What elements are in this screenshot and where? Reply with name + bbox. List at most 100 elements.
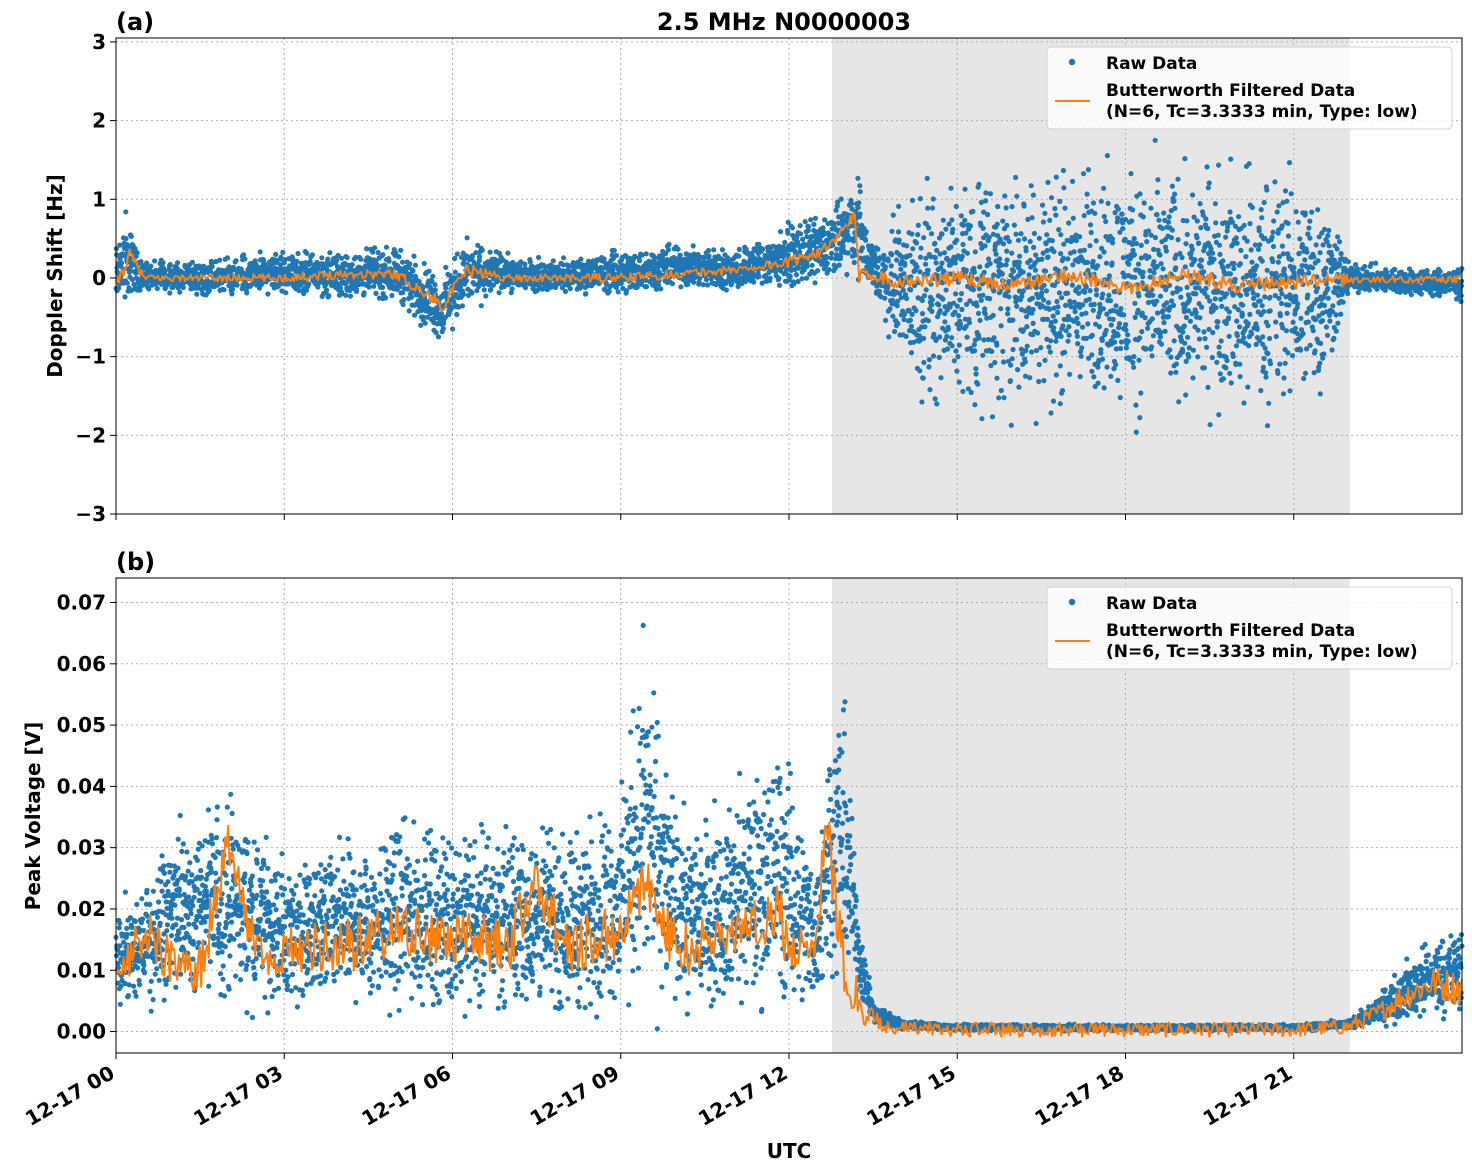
raw-point [1247,221,1253,227]
raw-point [452,255,458,262]
raw-point [997,256,1003,262]
raw-point [583,291,589,297]
raw-point [932,255,938,261]
raw-point [845,250,851,256]
raw-point [1265,350,1271,357]
raw-point [824,260,831,266]
raw-point [1060,255,1066,261]
raw-point [450,326,456,332]
raw-point [1201,365,1207,371]
raw-point [974,303,980,309]
raw-point [1136,293,1142,299]
raw-point [1048,338,1054,344]
raw-point [325,256,331,262]
raw-point [954,237,960,243]
raw-point [1247,311,1253,317]
raw-point [975,381,981,387]
raw-point [1065,290,1071,296]
raw-point [407,261,413,267]
raw-point [1081,213,1087,219]
raw-point [936,302,942,308]
raw-point [930,196,936,202]
raw-point [1117,345,1124,352]
raw-point [1216,162,1222,168]
raw-point [1326,243,1332,249]
raw-point [1183,358,1189,364]
raw-point [1070,215,1076,221]
raw-point [776,275,782,281]
raw-point [1258,207,1264,213]
raw-point [1234,333,1240,339]
raw-point [1028,183,1034,189]
raw-point [1277,313,1283,319]
raw-point [1223,320,1229,327]
raw-point [418,322,424,328]
raw-point [1170,302,1177,308]
raw-point [1058,251,1064,257]
raw-point [1362,263,1368,270]
raw-point [1066,324,1072,330]
raw-point [1154,298,1160,304]
raw-point [1072,309,1078,315]
raw-point [1080,171,1087,177]
raw-point [1307,235,1313,241]
raw-point [1008,422,1014,428]
raw-point [1273,333,1279,340]
raw-point [1175,176,1181,182]
raw-point [1217,251,1223,257]
raw-point [971,342,977,348]
raw-point [1317,391,1323,397]
raw-point [1115,332,1121,338]
raw-point [994,221,1000,227]
raw-point [976,181,982,187]
raw-point [919,399,925,405]
raw-point [925,267,931,273]
raw-point [1151,246,1157,252]
raw-point [1243,254,1249,260]
raw-point [430,273,436,279]
raw-point [892,328,898,335]
raw-point [723,287,730,293]
raw-point [990,312,996,318]
raw-point [907,317,914,323]
raw-point [1275,259,1281,265]
raw-point [999,271,1005,277]
raw-point [939,231,945,237]
raw-point [1227,209,1233,215]
raw-point [1259,303,1265,309]
raw-point [1120,255,1126,261]
raw-point [959,306,965,313]
raw-point [1118,306,1124,312]
raw-point [874,264,881,270]
raw-point [919,311,926,317]
raw-point [1050,313,1056,319]
raw-point [1272,179,1278,185]
raw-point [509,286,515,292]
raw-point [1373,260,1379,266]
raw-point [1101,213,1107,220]
raw-point [982,243,988,249]
raw-point [1240,302,1246,308]
raw-point [1033,347,1040,354]
raw-point [1021,236,1028,242]
raw-point [1138,390,1144,396]
raw-point [927,387,933,393]
raw-point [1090,258,1096,264]
raw-point [1040,219,1046,225]
raw-point [1001,395,1007,401]
raw-point [1052,318,1058,324]
raw-point [270,261,276,267]
raw-point [1155,310,1161,316]
raw-point [857,189,863,195]
raw-point [887,306,893,312]
raw-point [975,310,982,316]
raw-point [1281,375,1287,381]
raw-point [1010,317,1016,323]
raw-point [122,294,128,300]
raw-point [1058,333,1064,339]
raw-point [837,253,844,259]
raw-point [496,290,502,296]
raw-point [1067,371,1073,377]
raw-point [244,290,250,296]
raw-point [1216,242,1223,248]
